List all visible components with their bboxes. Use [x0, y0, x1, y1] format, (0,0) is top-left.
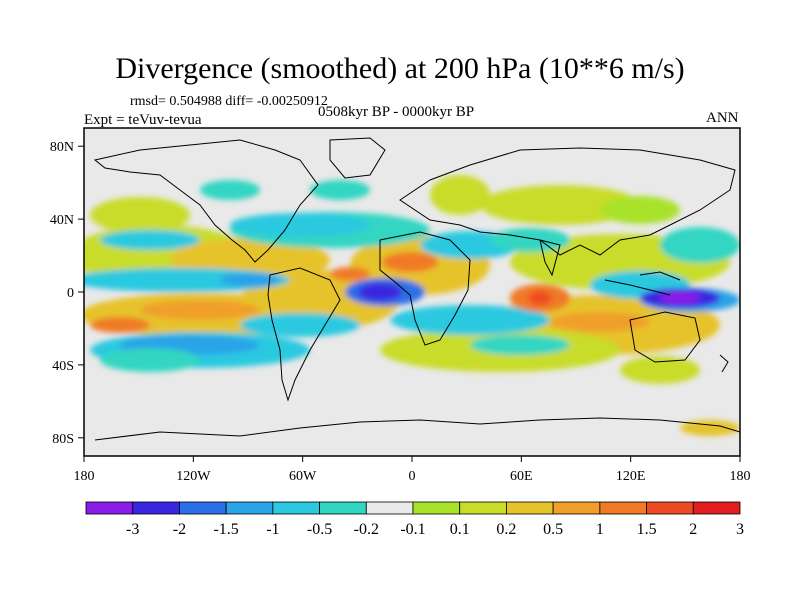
colorbar-label: 1.5 [637, 521, 657, 538]
colorbar-label: 0.2 [496, 521, 516, 538]
colorbar-swatch [319, 501, 367, 515]
stats-text: rmsd= 0.504988 diff= -0.00250912 [130, 94, 328, 109]
colorbar-swatch [179, 501, 227, 515]
colorbar-swatch [692, 501, 741, 515]
x-tick-label: 180 [74, 469, 95, 484]
colorbar-swatch [459, 501, 507, 515]
colorbar-swatch [272, 501, 320, 515]
y-axis: 80N 40N 0 40S 80S [50, 140, 84, 447]
colorbar-swatch [85, 501, 134, 515]
x-tick-label: 60E [510, 469, 533, 484]
y-tick-label: 80S [52, 432, 74, 447]
season-label: ANN [706, 110, 739, 126]
colorbar-label: -2 [173, 521, 186, 538]
colorbar-swatch [646, 501, 694, 515]
colorbar-swatch [225, 501, 274, 515]
colorbar-label: -0.5 [307, 521, 332, 538]
colorbar-label: -1 [266, 521, 279, 538]
colorbar-label: -1.5 [213, 521, 238, 538]
colorbar-label: 0.5 [543, 521, 563, 538]
figure-title: Divergence (smoothed) at 200 hPa (10**6 … [115, 52, 685, 85]
y-tick-label: 40S [52, 359, 74, 374]
colorbar-label: 1 [596, 521, 604, 538]
x-tick-label: 120E [616, 469, 646, 484]
colorbar-label: -0.1 [400, 521, 425, 538]
colorbar-swatch [599, 501, 647, 515]
colorbar-swatch [552, 501, 601, 515]
colorbar-swatch [506, 501, 554, 515]
x-tick-label: 120W [176, 469, 211, 484]
x-tick-label: 0 [409, 469, 416, 484]
x-axis: 180 120W 60W 0 60E 120E 180 [74, 456, 751, 484]
colorbar-swatch [365, 501, 414, 515]
colorbar-swatch [412, 501, 461, 515]
y-tick-label: 0 [67, 286, 74, 301]
coastlines [93, 137, 740, 441]
x-tick-label: 60W [289, 469, 317, 484]
y-tick-label: 40N [50, 213, 74, 228]
colorbar-label: 3 [736, 521, 744, 538]
colorbar-label: -3 [126, 521, 139, 538]
experiment-label: Expt = teVuv-tevua [84, 112, 202, 128]
colorbar-swatch [132, 501, 180, 515]
period-label: 0508kyr BP - 0000kyr BP [318, 104, 475, 120]
colorbar-label: 2 [689, 521, 697, 538]
colorbar-label: 0.1 [450, 521, 470, 538]
x-tick-label: 180 [730, 469, 751, 484]
colorbar: -3 -2 -1.5 -1 -0.5 -0.2 -0.1 0.1 0.2 0.5 1 1.5 2 3 [85, 501, 744, 538]
colorbar-label: -0.2 [354, 521, 379, 538]
divergence-field [84, 175, 740, 436]
y-tick-label: 80N [50, 140, 74, 155]
